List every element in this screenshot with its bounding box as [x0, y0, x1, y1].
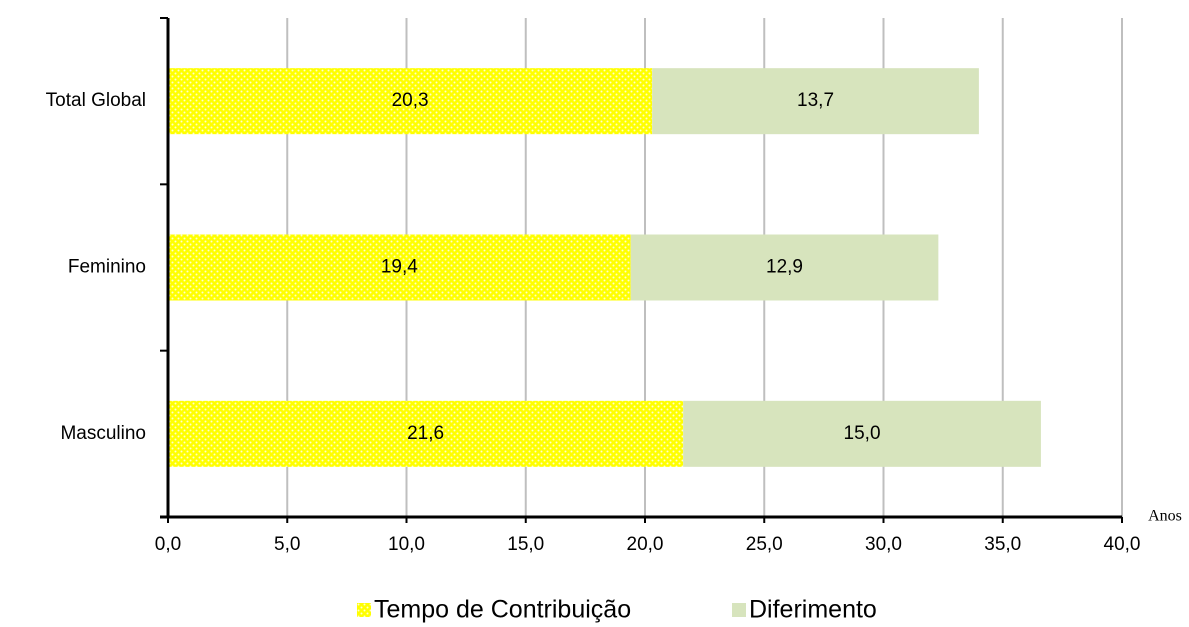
- legend-marker: [357, 603, 371, 617]
- bar-segment: [630, 234, 939, 301]
- data-label: 12,9: [766, 257, 803, 278]
- y-tick-label: Total Global: [46, 90, 146, 111]
- bar-segment: [168, 234, 631, 301]
- y-tick-label: Feminino: [68, 257, 146, 278]
- data-label: 21,6: [407, 423, 444, 444]
- x-tick-label: 40,0: [1104, 534, 1141, 555]
- bar-segment: [683, 400, 1041, 467]
- x-tick-label: 5,0: [274, 534, 300, 555]
- legend-label: Diferimento: [749, 596, 877, 624]
- data-label: 13,7: [797, 90, 834, 111]
- bar-segment: [168, 68, 653, 135]
- bar-segment: [168, 400, 684, 467]
- data-label: 15,0: [844, 423, 881, 444]
- bar-segment: [652, 68, 979, 135]
- x-tick-label: 25,0: [746, 534, 783, 555]
- x-tick-label: 35,0: [984, 534, 1021, 555]
- x-tick-label: 30,0: [865, 534, 902, 555]
- x-tick-label: 20,0: [627, 534, 664, 555]
- legend-label: Tempo de Contribuição: [374, 596, 631, 624]
- y-tick-label: Masculino: [60, 423, 146, 444]
- data-label: 19,4: [381, 257, 418, 278]
- x-tick-label: 10,0: [388, 534, 425, 555]
- x-tick-label: 0,0: [155, 534, 181, 555]
- x-axis-title: Anos: [1148, 508, 1182, 525]
- legend-marker: [732, 603, 746, 617]
- data-label: 20,3: [392, 90, 429, 111]
- x-tick-label: 15,0: [507, 534, 544, 555]
